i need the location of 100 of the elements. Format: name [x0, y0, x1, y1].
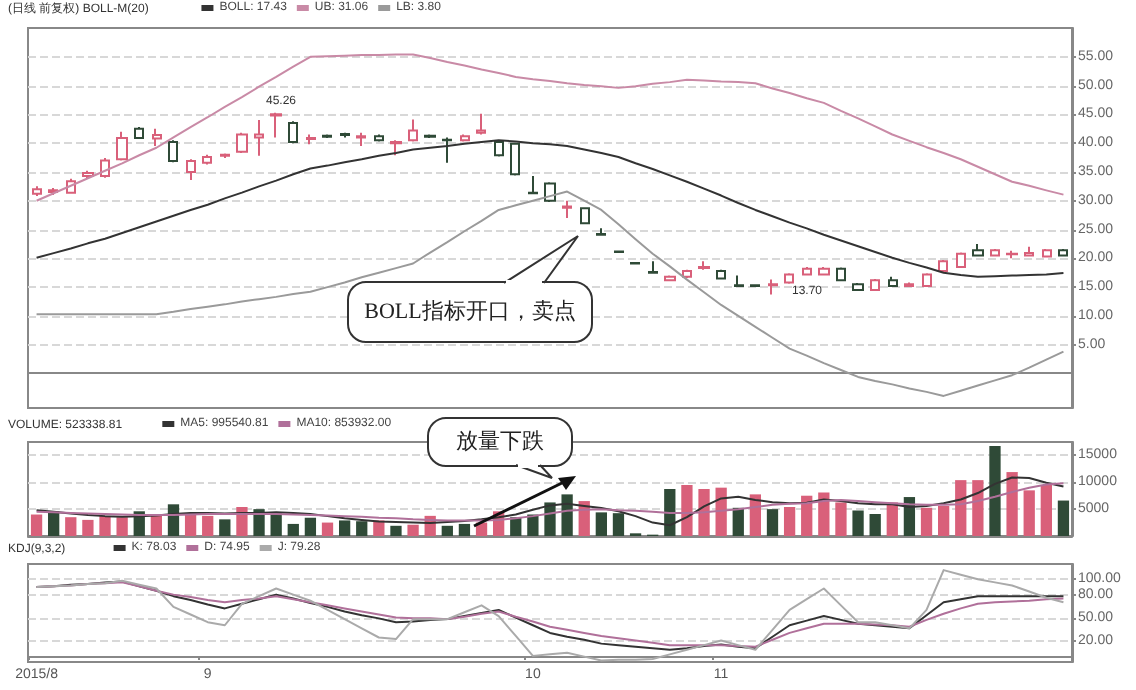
candlestick	[322, 133, 332, 139]
candlestick	[938, 259, 948, 274]
candlestick	[802, 265, 812, 277]
bar	[407, 524, 419, 536]
candlestick	[408, 118, 418, 143]
bar	[150, 515, 163, 536]
candlestick	[596, 227, 606, 237]
bar	[116, 517, 128, 536]
bar	[698, 489, 710, 536]
bar	[681, 484, 693, 536]
candlestick	[356, 131, 366, 148]
candlestick	[494, 139, 504, 158]
bar	[937, 505, 950, 536]
line-series	[35, 190, 1065, 397]
bar	[612, 513, 625, 536]
candlestick	[768, 278, 778, 296]
candlestick	[852, 282, 864, 292]
candlestick	[220, 152, 230, 160]
bar	[184, 513, 197, 536]
bar	[783, 506, 796, 536]
candlestick	[784, 272, 794, 285]
bar	[1006, 472, 1018, 536]
candlestick	[1006, 249, 1018, 260]
bar	[818, 492, 830, 536]
line-series	[35, 569, 1065, 662]
candlestick	[888, 275, 898, 289]
bar	[202, 515, 214, 536]
bar	[766, 509, 779, 536]
candlestick	[476, 112, 486, 136]
bar	[869, 513, 881, 536]
candlestick	[510, 142, 520, 177]
candlestick	[270, 111, 282, 139]
candlestick	[990, 248, 1000, 258]
bar	[30, 514, 43, 536]
bar	[441, 525, 453, 536]
candlestick	[288, 120, 298, 145]
candlestick	[972, 242, 984, 258]
candlestick	[1024, 245, 1034, 258]
bar	[65, 517, 77, 536]
candlestick	[528, 174, 538, 195]
bar	[1040, 484, 1052, 536]
candlestick	[374, 133, 384, 143]
candlestick	[734, 274, 744, 288]
candlestick	[956, 251, 966, 270]
bar	[595, 512, 607, 536]
candlestick	[134, 126, 144, 141]
bar	[82, 519, 94, 536]
candlestick	[442, 136, 452, 164]
bar	[304, 517, 317, 536]
candlestick	[1042, 248, 1052, 259]
candlestick	[818, 265, 830, 277]
bar	[99, 515, 111, 536]
candlestick	[922, 272, 932, 289]
bar	[715, 487, 727, 536]
bar	[458, 523, 471, 536]
bar	[356, 521, 368, 536]
bar	[338, 520, 351, 536]
candlestick	[836, 266, 846, 283]
candlestick	[152, 127, 162, 148]
bar	[527, 514, 539, 536]
candlestick	[168, 139, 178, 164]
candlestick	[648, 260, 658, 275]
candlestick	[562, 199, 572, 219]
bar	[732, 507, 744, 536]
bar	[955, 480, 967, 536]
annotation: BOLL指标开口，卖点	[364, 298, 576, 324]
candlestick	[682, 268, 692, 279]
bar	[835, 502, 847, 536]
candlestick	[580, 206, 590, 225]
candlestick	[186, 158, 196, 181]
bar	[390, 525, 402, 536]
candlestick	[202, 153, 212, 166]
bar	[48, 511, 60, 536]
bar	[1023, 490, 1035, 536]
candlestick	[716, 268, 726, 281]
candlestick	[116, 130, 128, 162]
bar	[920, 507, 933, 536]
candlestick	[390, 139, 402, 157]
candlestick	[340, 131, 350, 139]
annotation: 放量下跌	[456, 430, 544, 454]
candlestick	[424, 133, 436, 139]
bar	[852, 510, 864, 536]
candlestick	[460, 133, 470, 143]
bar	[287, 523, 299, 536]
candlestick	[1058, 248, 1068, 257]
bar	[321, 522, 334, 536]
bar	[972, 480, 984, 536]
bar	[989, 446, 1001, 536]
candlestick	[664, 274, 676, 283]
line-series	[35, 53, 1065, 202]
bar	[219, 519, 231, 536]
candlestick	[698, 260, 710, 271]
candlestick	[254, 119, 264, 157]
candlestick	[32, 185, 42, 198]
bar	[801, 495, 813, 536]
candlestick	[870, 278, 880, 293]
candlestick	[904, 281, 914, 289]
candlestick	[306, 133, 316, 146]
bar	[1057, 500, 1070, 536]
line-series	[35, 139, 1065, 278]
